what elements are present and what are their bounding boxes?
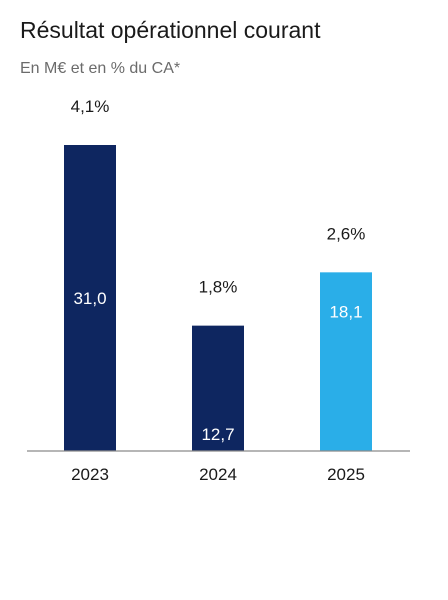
chart-subtitle: En M€ et en % du CA* xyxy=(20,60,181,77)
bar-2023 xyxy=(64,145,116,451)
x-tick-label-2024: 2024 xyxy=(199,465,237,484)
x-tick-label-2025: 2025 xyxy=(327,465,365,484)
value-label-2023: 31,0 xyxy=(73,289,106,308)
bar-2024 xyxy=(192,325,244,451)
percent-label-2025: 2,6% xyxy=(327,224,366,243)
value-label-2025: 18,1 xyxy=(329,302,362,321)
x-tick-label-2023: 2023 xyxy=(71,465,109,484)
value-label-2024: 12,7 xyxy=(201,425,234,444)
percent-label-2023: 4,1% xyxy=(71,97,110,116)
percent-label-2024: 1,8% xyxy=(199,278,238,297)
chart-title: Résultat opérationnel courant xyxy=(20,17,321,43)
bar-2025 xyxy=(320,272,372,451)
